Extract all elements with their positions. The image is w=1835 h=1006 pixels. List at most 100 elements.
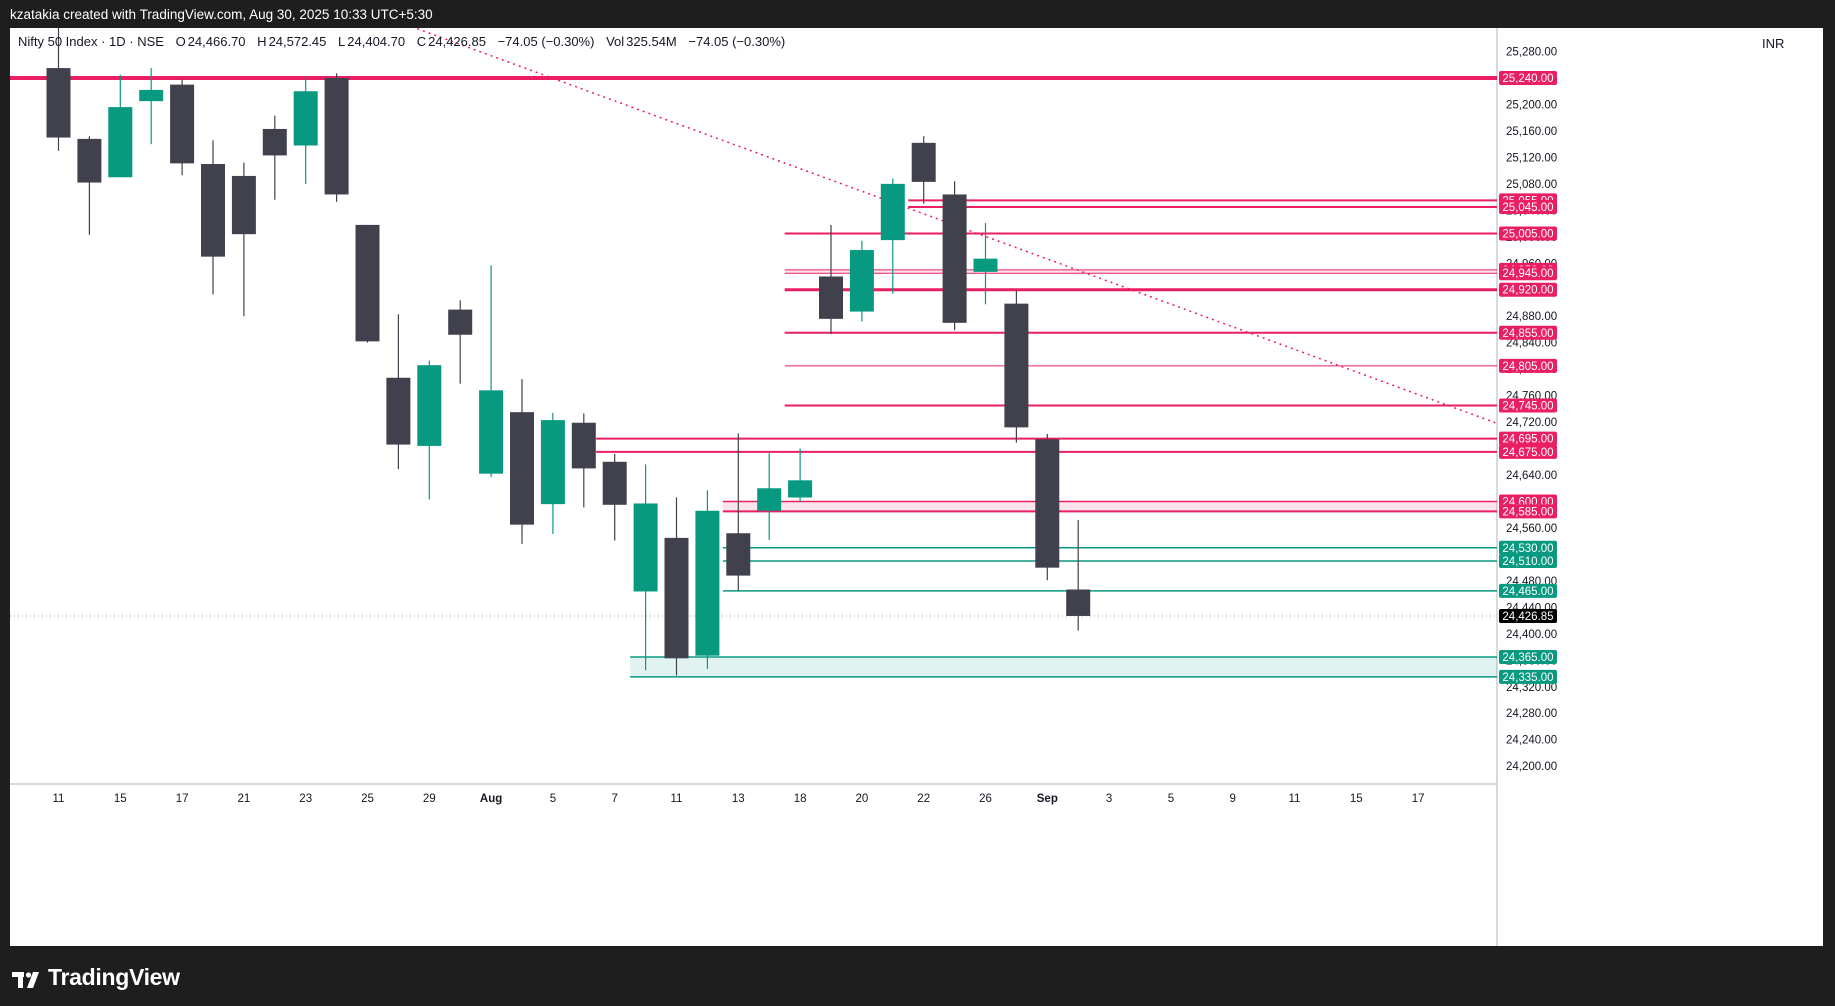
level-price-tag xyxy=(1499,504,1557,519)
level-price-label: 24,335.00 xyxy=(1502,672,1553,684)
candle-body-down[interactable] xyxy=(46,68,71,138)
candle-body-down[interactable] xyxy=(942,194,967,323)
time-tick-label: 7 xyxy=(611,793,617,805)
price-tick-label: 25,280.00 xyxy=(1506,47,1557,59)
candle-body-down[interactable] xyxy=(664,537,689,659)
candle-body-up[interactable] xyxy=(849,250,874,312)
level-price-tag xyxy=(1499,444,1557,459)
level-price-tag xyxy=(1499,325,1557,340)
time-tick-label: 5 xyxy=(1168,793,1174,805)
attribution-bar: kzatakia created with TradingView.com, A… xyxy=(0,0,1835,28)
candle-body-up[interactable] xyxy=(880,183,905,241)
level-price-label: 24,805.00 xyxy=(1502,361,1553,373)
time-tick-label: 11 xyxy=(53,793,65,805)
level-price-tag xyxy=(1499,358,1557,373)
candle-body-down[interactable] xyxy=(231,175,256,235)
candle-body-up[interactable] xyxy=(293,91,318,146)
candle-body-down[interactable] xyxy=(1066,589,1091,616)
price-tick-label: 25,120.00 xyxy=(1506,152,1557,164)
symbol-legend: Nifty 50 Index · 1D · NSE O 24,466.70 H 24… xyxy=(18,34,787,49)
level-price-label: 24,920.00 xyxy=(1502,285,1553,297)
high-label: H xyxy=(257,34,267,49)
level-price-tag xyxy=(1499,200,1557,215)
volume-change: −74.05 (−0.30%) xyxy=(688,34,786,49)
candle-body-down[interactable] xyxy=(819,276,843,319)
candle-body-up[interactable] xyxy=(540,420,565,505)
candle-body-down[interactable] xyxy=(510,412,534,525)
time-tick-label: 29 xyxy=(423,793,436,805)
symbol-name[interactable]: Nifty 50 Index · 1D · NSE xyxy=(18,34,164,49)
level-price-label: 24,675.00 xyxy=(1502,447,1553,459)
candle-body-down[interactable] xyxy=(1004,303,1029,428)
price-tick-label: 24,200.00 xyxy=(1506,761,1557,773)
last-price-tag xyxy=(1499,609,1557,624)
level-price-label: 24,695.00 xyxy=(1502,434,1553,446)
level-price-label: 24,365.00 xyxy=(1502,652,1553,664)
candle-body-up[interactable] xyxy=(108,107,133,178)
time-tick-label: 9 xyxy=(1229,793,1235,805)
candle-body-down[interactable] xyxy=(77,138,102,183)
last-price-label: 24,426.85 xyxy=(1502,611,1553,623)
candle-body-down[interactable] xyxy=(1035,439,1060,568)
time-tick-label: 17 xyxy=(176,793,189,805)
candle-body-down[interactable] xyxy=(571,422,596,469)
level-price-tag xyxy=(1499,282,1557,297)
tradingview-logo-icon xyxy=(12,972,39,988)
price-change: −74.05 (−0.30%) xyxy=(497,34,595,49)
volume-label: Vol xyxy=(606,34,625,49)
price-tick-label: 24,400.00 xyxy=(1506,629,1557,641)
candle-body-up[interactable] xyxy=(788,480,813,498)
candle-body-down[interactable] xyxy=(355,224,380,342)
tradingview-brand: TradingView xyxy=(48,964,180,990)
candle-body-down[interactable] xyxy=(726,533,751,576)
candle-body-down[interactable] xyxy=(324,78,349,195)
candle-body-up[interactable] xyxy=(757,488,782,511)
level-price-tag xyxy=(1499,71,1557,85)
open-label: O xyxy=(175,34,186,49)
time-tick-label: 23 xyxy=(299,793,312,805)
price-tick-label: 24,280.00 xyxy=(1506,708,1557,720)
close-value: 24,426.85 xyxy=(428,34,486,49)
candle-body-down[interactable] xyxy=(262,128,287,156)
time-tick-label: 13 xyxy=(732,793,745,805)
currency-label[interactable]: INR xyxy=(1762,36,1785,51)
candle-body-down[interactable] xyxy=(386,377,411,445)
candle-body-up[interactable] xyxy=(695,510,720,656)
candle-body-up[interactable] xyxy=(139,89,164,102)
price-tick-label: 24,880.00 xyxy=(1506,311,1557,323)
candle-body-down[interactable] xyxy=(602,461,627,505)
candle-body-down[interactable] xyxy=(201,164,225,257)
time-tick-label: 18 xyxy=(794,793,807,805)
price-tick-label: 24,240.00 xyxy=(1506,735,1557,747)
level-price-tag xyxy=(1499,583,1557,598)
time-tick-label: 17 xyxy=(1412,793,1425,805)
candle-body-up[interactable] xyxy=(479,390,504,474)
close-label: C xyxy=(416,34,427,49)
time-tick-label: Sep xyxy=(1037,793,1058,805)
level-price-tag xyxy=(1499,669,1557,684)
low-label: L xyxy=(338,34,346,49)
level-price-label: 24,745.00 xyxy=(1502,401,1553,413)
level-price-label: 24,855.00 xyxy=(1502,328,1553,340)
tradingview-logo: TradingView xyxy=(12,964,180,991)
level-price-label: 25,045.00 xyxy=(1502,202,1553,214)
level-price-tag xyxy=(1499,431,1557,446)
footer-bar: TradingView xyxy=(0,946,1835,1006)
candle-body-up[interactable] xyxy=(417,365,442,446)
level-price-label: 24,945.00 xyxy=(1502,268,1553,280)
time-tick-label: 15 xyxy=(1350,793,1363,805)
price-tick-label: 24,840.00 xyxy=(1506,338,1557,350)
price-zone xyxy=(784,269,1497,274)
price-tick-label: 24,720.00 xyxy=(1506,417,1557,429)
candle-body-down[interactable] xyxy=(911,142,936,182)
level-price-tag xyxy=(1499,398,1557,413)
price-zone xyxy=(722,501,1497,512)
candle-body-up[interactable] xyxy=(973,258,998,272)
candle-body-down[interactable] xyxy=(448,309,473,335)
candle-body-down[interactable] xyxy=(170,84,195,164)
chart-frame[interactable]: 24,200.0024,240.0024,280.0024,320.0024,3… xyxy=(10,28,1823,946)
chart-canvas[interactable]: 24,200.0024,240.0024,280.0024,320.0024,3… xyxy=(10,28,1823,946)
trend-line[interactable] xyxy=(389,28,1496,424)
candle-body-up[interactable] xyxy=(633,503,658,592)
time-tick-label: 11 xyxy=(1289,793,1301,805)
